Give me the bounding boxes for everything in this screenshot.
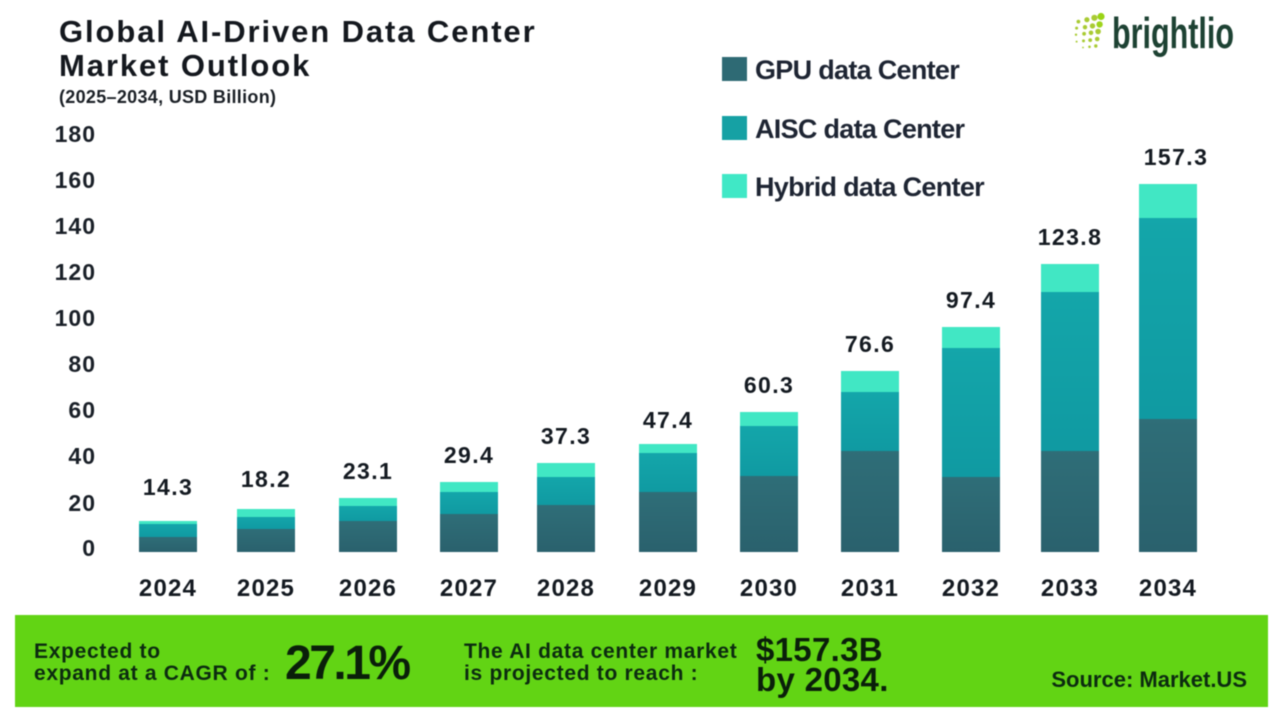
svg-text:brightlio: brightlio xyxy=(1112,10,1234,58)
